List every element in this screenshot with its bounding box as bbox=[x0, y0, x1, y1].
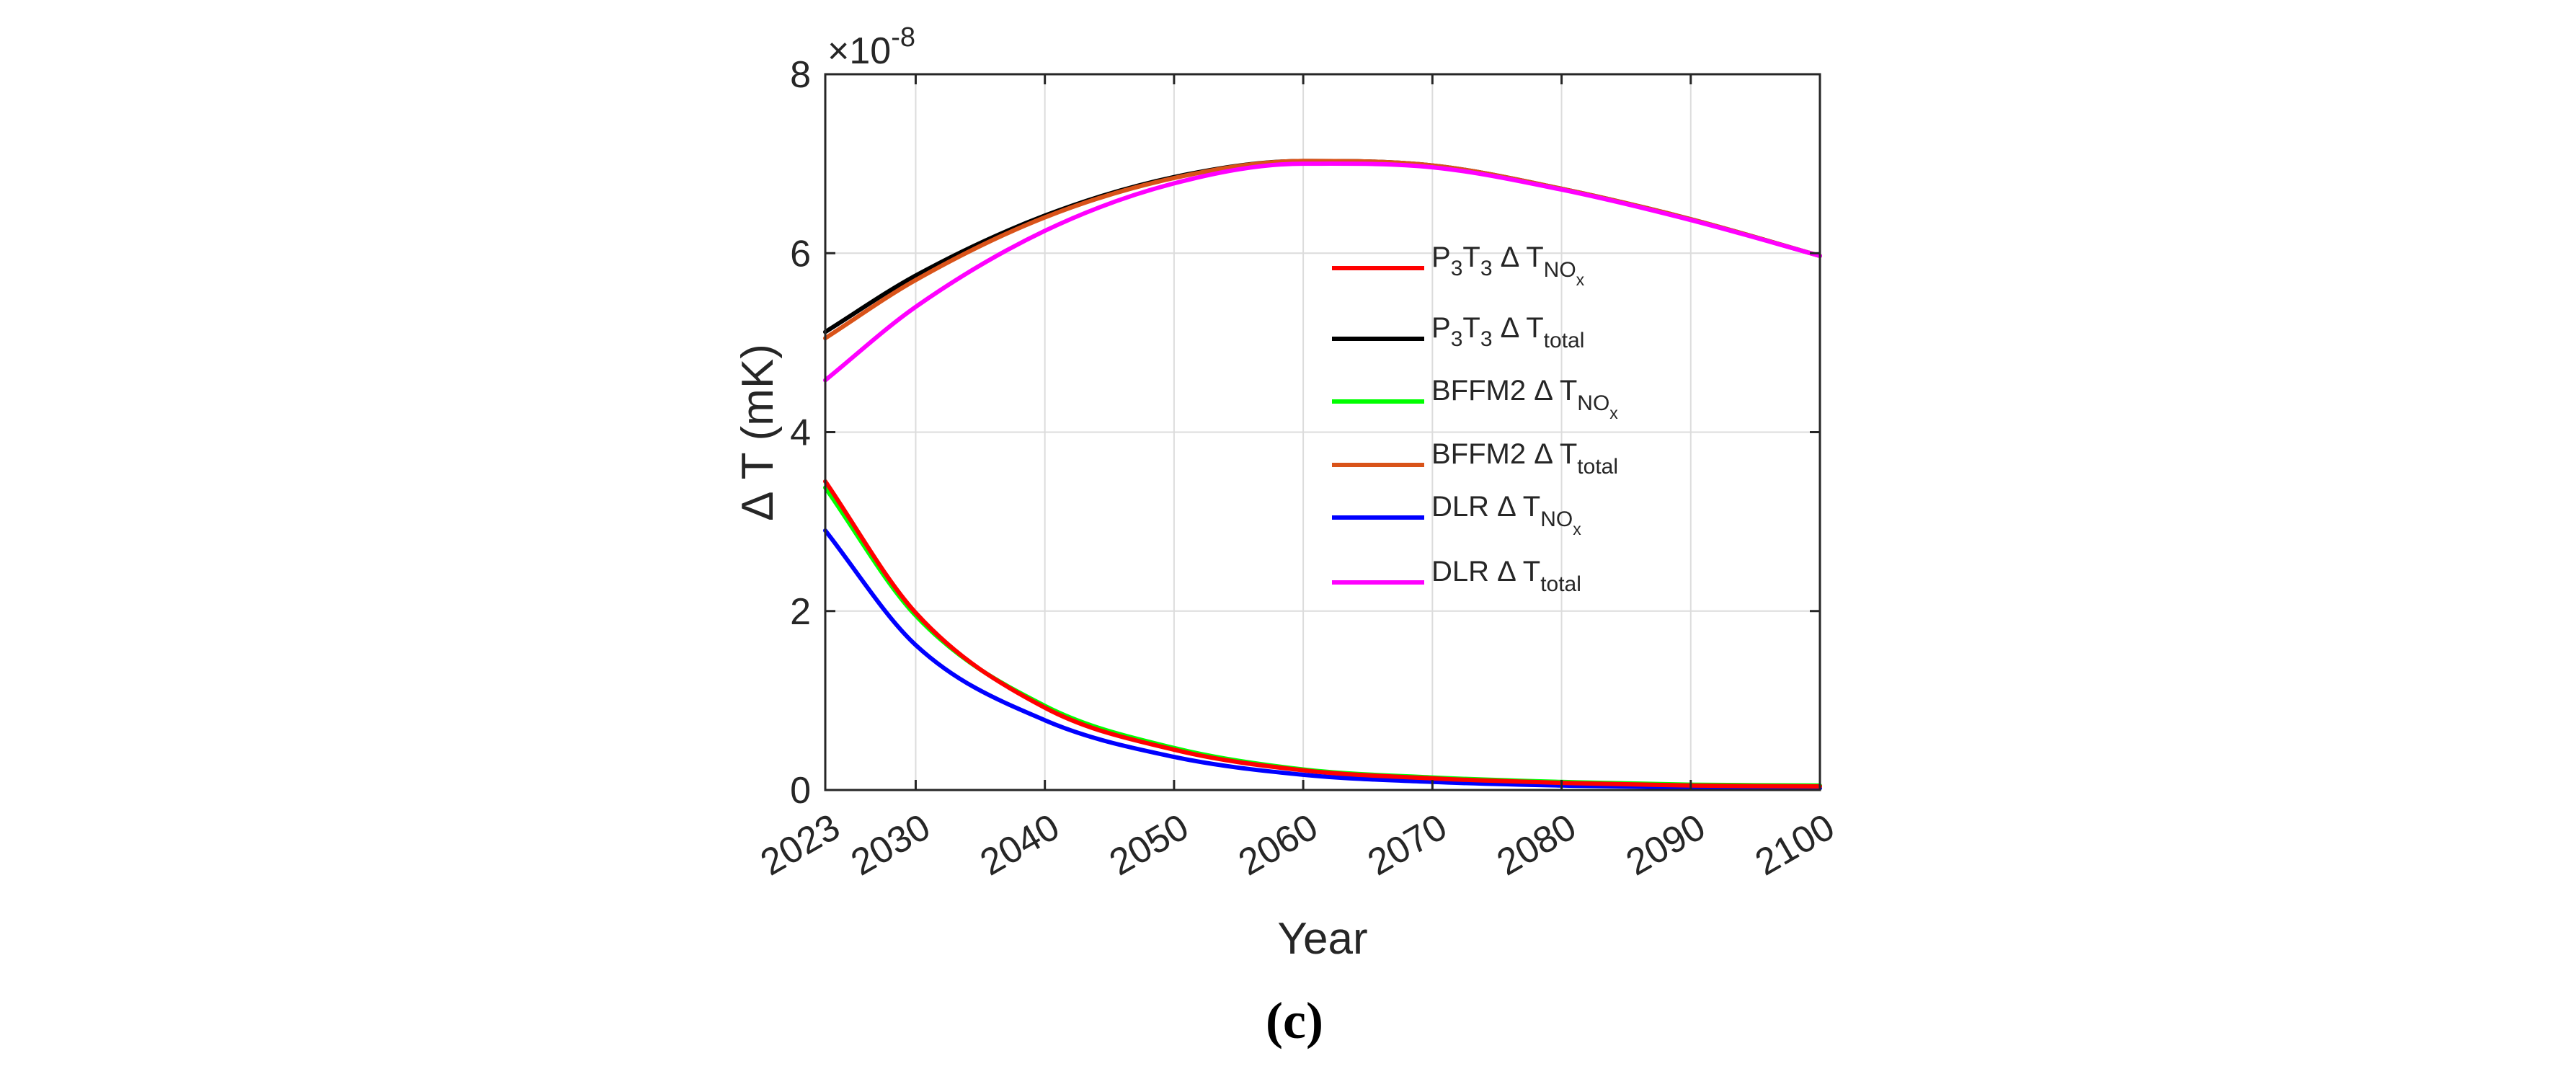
series-line-4 bbox=[823, 528, 1822, 791]
y-exponent-power: -8 bbox=[891, 22, 915, 53]
x-tick-label: 2050 bbox=[1103, 806, 1196, 884]
legend: P3T3 Δ TNOx P3T3 Δ Ttotal BFFM2 Δ TNOx BFFM… bbox=[1332, 241, 1618, 596]
x-tick-label: 2080 bbox=[1490, 806, 1583, 884]
series-group bbox=[823, 159, 1822, 791]
y-axis-delta: Δ bbox=[733, 491, 783, 520]
x-tick-label: 2040 bbox=[973, 806, 1066, 884]
figure-caption: (c) bbox=[1266, 992, 1323, 1049]
x-tick-label: 2090 bbox=[1620, 806, 1713, 884]
legend-entry-label: P3T3 Δ Ttotal bbox=[1431, 312, 1584, 352]
y-axis-label: T (mK) bbox=[733, 344, 783, 479]
y-exponent-base: ×10 bbox=[827, 30, 891, 72]
x-tick-label: 2030 bbox=[844, 806, 937, 884]
y-tick-label: 6 bbox=[790, 233, 811, 275]
legend-entry-label: P3T3 Δ TNOx bbox=[1431, 241, 1585, 289]
legend-entry-label: BFFM2 Δ TNOx bbox=[1431, 375, 1618, 422]
x-tick-label: 2060 bbox=[1232, 806, 1325, 884]
x-tick-label: 2023 bbox=[754, 806, 847, 884]
legend-entry-label: DLR Δ TNOx bbox=[1431, 491, 1581, 538]
x-axis-title: Year bbox=[1277, 914, 1367, 964]
series-line-5 bbox=[823, 161, 1822, 383]
y-tick-label: 2 bbox=[790, 591, 811, 633]
y-tick-label: 0 bbox=[790, 770, 811, 812]
series-line-0 bbox=[823, 479, 1822, 789]
y-exponent-label: ×10-8 bbox=[827, 22, 915, 72]
legend-entry-label: BFFM2 Δ Ttotal bbox=[1431, 438, 1618, 479]
y-axis-title: Δ T (mK) bbox=[733, 344, 783, 521]
legend-entry-label: DLR Δ Ttotal bbox=[1431, 556, 1581, 596]
y-tick-label: 8 bbox=[790, 54, 811, 96]
x-tick-label: 2070 bbox=[1361, 806, 1454, 884]
x-tick-label: 2100 bbox=[1749, 806, 1842, 884]
y-tick-label: 4 bbox=[790, 412, 811, 454]
